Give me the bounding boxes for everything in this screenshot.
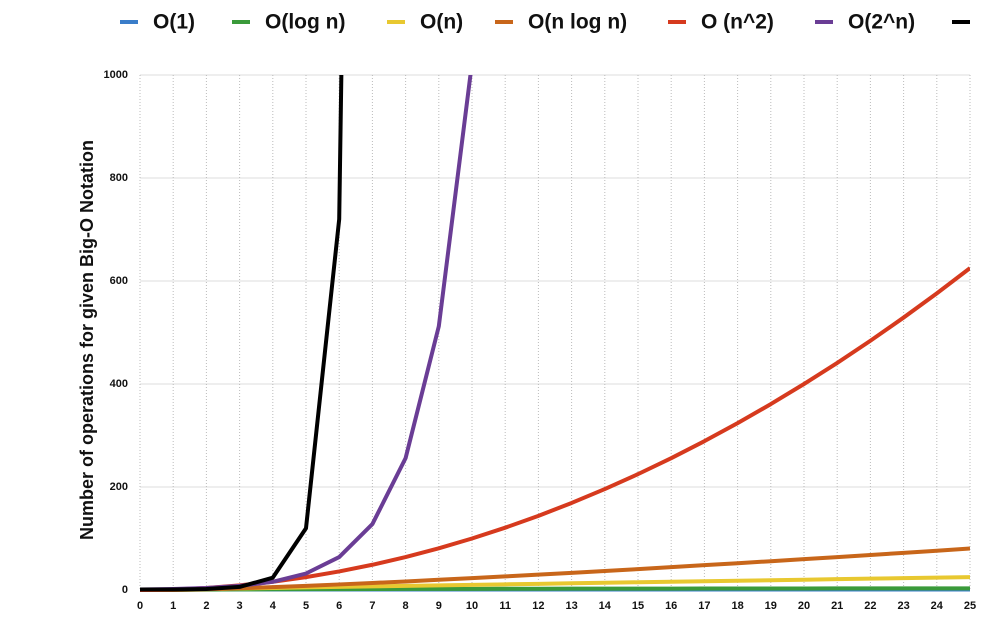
x-tick-label: 7 [369, 600, 375, 612]
x-tick-label: 25 [964, 600, 976, 612]
x-tick-label: 4 [270, 600, 277, 612]
x-tick-label: 3 [237, 600, 243, 612]
y-tick-label: 600 [110, 275, 128, 287]
x-tick-label: 19 [765, 600, 777, 612]
x-tick-label: 12 [532, 600, 544, 612]
x-tick-label: 22 [864, 600, 876, 612]
x-tick-label: 21 [831, 600, 843, 612]
legend-label: O(log n) [265, 11, 345, 34]
x-tick-label: 13 [565, 600, 577, 612]
x-tick-label: 24 [931, 600, 944, 612]
x-tick-label: 0 [137, 600, 143, 612]
x-tick-label: 5 [303, 600, 309, 612]
series-line [140, 546, 970, 592]
x-tick-label: 23 [897, 600, 909, 612]
series-line [140, 75, 344, 592]
x-tick-label: 18 [731, 600, 743, 612]
x-tick-label: 11 [499, 600, 511, 612]
legend-label: O(n log n) [528, 11, 627, 34]
plot-lines [140, 75, 970, 592]
legend-label: O(2^n) [848, 11, 915, 34]
x-tick-label: 2 [203, 600, 209, 612]
legend-label: O (n^2) [701, 11, 774, 34]
x-tick-label: 15 [632, 600, 644, 612]
y-tick-label: 1000 [104, 69, 128, 81]
x-tick-label: 8 [403, 600, 409, 612]
x-tick-label: 10 [466, 600, 478, 612]
legend-label: O(n) [420, 11, 463, 34]
x-tick-label: 20 [798, 600, 810, 612]
x-tick-label: 9 [436, 600, 442, 612]
x-tick-label: 17 [698, 600, 710, 612]
x-tick-label: 6 [336, 600, 342, 612]
y-tick-label: 800 [110, 172, 128, 184]
y-tick-label: 200 [110, 481, 128, 493]
x-tick-label: 1 [170, 600, 176, 612]
x-tick-label: 16 [665, 600, 677, 612]
y-axis-label: Number of operations for given Big-O Not… [77, 140, 97, 540]
x-tick-label: 14 [599, 600, 612, 612]
legend-label: O(1) [153, 11, 195, 34]
series-line [140, 266, 970, 592]
y-tick-label: 400 [110, 378, 128, 390]
y-tick-label: 0 [122, 584, 128, 596]
